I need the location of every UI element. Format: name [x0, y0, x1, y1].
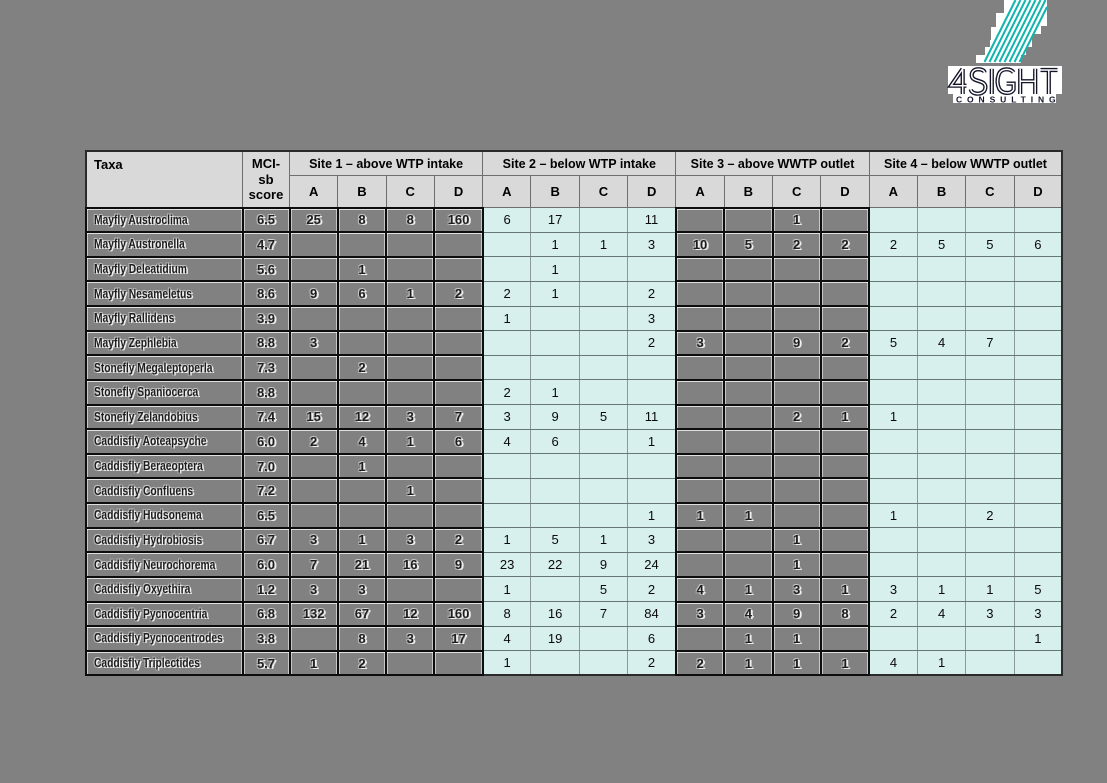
svg-text:CONSULTING: CONSULTING — [956, 95, 1061, 105]
